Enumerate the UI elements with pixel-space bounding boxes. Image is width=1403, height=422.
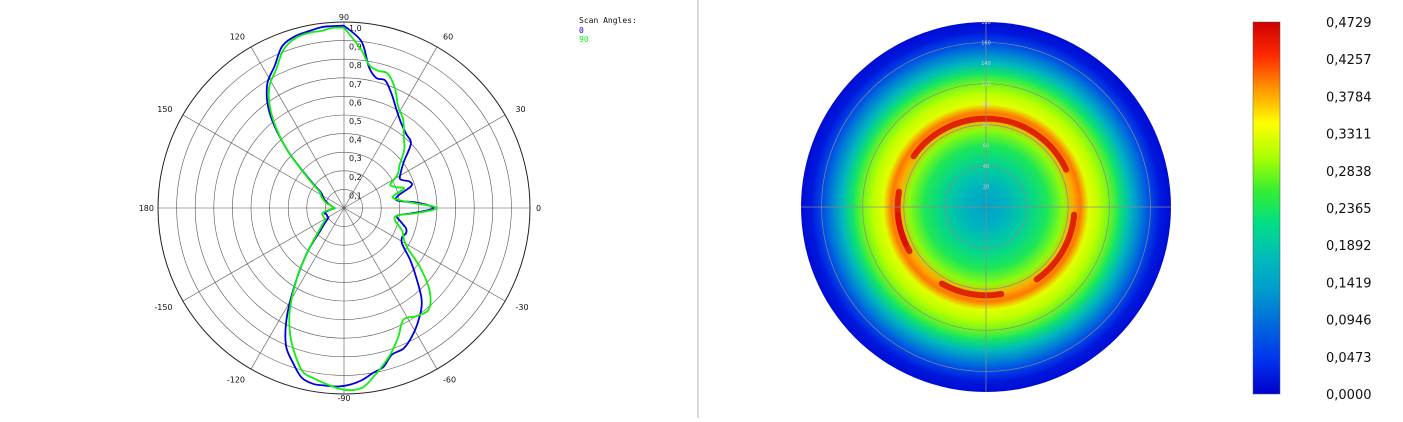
radial-tick-label: 0,7 [349,80,362,89]
colorbar-tick-label: 0,1892 [1326,239,1372,254]
legend-title: Scan Angles: [579,16,637,25]
polar-plot: 0,1 0,2 0,3 0,4 0,5 0,6 0,7 0,8 0,9 1,0 0 30 60 90 120… [139,13,637,403]
colorbar-tick-label: 0,0000 [1326,388,1372,403]
polar-grid-circle [194,58,494,358]
heatmap-radial-tick: 140 [981,61,991,67]
heatmap-radial-tick: 40 [983,164,989,170]
colorbar-tick-label: 0,4257 [1326,53,1372,68]
heatmap-radial-tick: 120 [981,82,991,88]
angular-tick-label: 30 [515,105,525,114]
colorbar [1252,21,1281,395]
angular-tick-label: -120 [227,375,245,384]
colorbar-tick-label: 0,4729 [1326,16,1372,31]
polar-grid-circle [287,151,401,265]
polar-grid-circle [213,77,475,339]
colorbar-tick-label: 0,1419 [1326,276,1372,291]
angular-tick-label: 0 [536,204,541,213]
angular-tick-label: -90 [337,394,350,403]
angular-tick-label: 150 [157,105,172,114]
hot-ring-arc [1033,211,1078,283]
angular-tick-label: 60 [443,33,453,42]
heatmap-radial-tick: 60 [983,143,989,149]
polar-grid-circle [232,96,456,320]
radial-tick-label: 0,6 [349,98,362,107]
radial-tick-label: 1,0 [349,24,362,33]
heatmap-radial-tick: 100 [981,102,991,108]
polar-heatmap-panel: 20 40 60 80 100 120 140 160 180 0,4729 0,4257 0,378… [699,0,1403,418]
angular-tick-label: 90 [339,13,349,22]
heatmap-radial-tick: 80 [983,123,989,129]
polar-grid-circle [325,189,363,227]
heatmap-radial-tick: 180 [981,20,991,26]
hot-ring-arc [894,211,913,255]
polar-heatmap: 20 40 60 80 100 120 140 160 180 0,4729 0,4257 0,378… [801,16,1372,403]
heatmap-radial-tick: 160 [981,41,991,47]
angular-tick-label: -150 [154,303,172,312]
angular-tick-label: -30 [515,303,528,312]
radial-tick-label: 0,1 [349,191,362,200]
radial-tick-label: 0,3 [349,154,362,163]
colorbar-tick-label: 0,3784 [1326,90,1372,105]
radial-tick-label: 0,5 [349,117,362,126]
polar-line-chart: 0,1 0,2 0,3 0,4 0,5 0,6 0,7 0,8 0,9 1,0 0 30 60 90 120… [0,0,697,418]
angular-tick-label: 180 [139,204,154,213]
polar-grid-circle [157,21,531,395]
radial-tick-label: 0,2 [349,173,362,182]
legend-entry-0: 0 [579,26,584,35]
radial-tick-label: 0,4 [349,136,362,145]
radial-tick-label: 0,9 [349,43,362,52]
polar-grid-circle [306,170,382,246]
angular-tick-label: 120 [230,33,245,42]
polar-grid-circle [269,133,419,283]
colorbar-tick-label: 0,2365 [1326,202,1372,217]
colorbar-tick-label: 0,0946 [1326,314,1372,329]
hot-ring-arc [910,115,1070,173]
series-line-0 [265,24,435,388]
colorbar-tick-label: 0,2838 [1326,165,1372,180]
legend-entry-90: 90 [579,35,589,44]
radial-tick-label: 0,8 [349,61,362,70]
angular-tick-label: -60 [443,375,456,384]
pane-divider [697,0,699,418]
hot-ring-arc [938,280,1005,299]
series-line-90 [267,26,438,392]
polar-grid-circle [176,40,512,376]
colorbar-tick-label: 0,0473 [1326,351,1372,366]
colorbar-tick-label: 0,3311 [1326,128,1372,143]
heatmap-radial-tick: 20 [983,184,989,190]
